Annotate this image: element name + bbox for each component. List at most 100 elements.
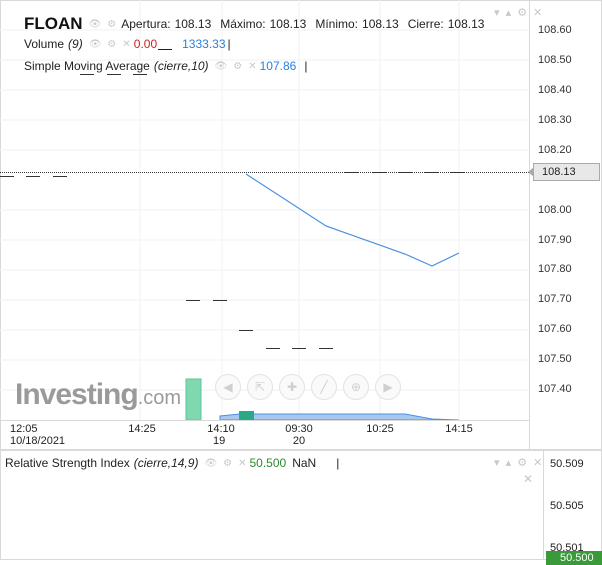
- gear-icon[interactable]: ⚙: [223, 457, 233, 469]
- close-icon[interactable]: ✕: [533, 457, 543, 469]
- price-tick-mark: [26, 176, 40, 177]
- current-price-tag: 108.13: [528, 163, 600, 181]
- close-icon[interactable]: ✕: [122, 38, 131, 50]
- time-label-top: 14:10: [207, 423, 235, 435]
- price-axis-divider: [529, 0, 530, 450]
- arrow-down-icon[interactable]: ▾: [494, 7, 500, 19]
- rsi-tick: 50.509: [550, 458, 584, 470]
- price-tick-label: 107.70: [538, 293, 572, 305]
- volume-cursor: |: [227, 37, 231, 51]
- ohlc-legend: FLOAN 👁 ⚙ Apertura: 108.13 Máximo: 108.1…: [24, 14, 484, 34]
- apertura-label: Apertura:: [121, 17, 171, 31]
- line-icon[interactable]: ╱: [311, 374, 337, 400]
- time-label: 14:10 19: [201, 423, 241, 447]
- rsi-params: (cierre,14,9): [133, 456, 199, 470]
- time-label-top: 14:25: [128, 423, 156, 435]
- price-tick-mark: [398, 172, 412, 173]
- crosshair-icon[interactable]: ✚: [279, 374, 305, 400]
- current-price-value: 108.13: [542, 166, 576, 178]
- gear-icon[interactable]: ⚙: [517, 457, 528, 469]
- price-tick-mark: [425, 172, 439, 173]
- price-tick-label: 108.20: [538, 144, 572, 156]
- price-tick-label: 107.60: [538, 323, 572, 335]
- price-tick-mark: [372, 172, 386, 173]
- time-label-bottom: 20: [292, 435, 306, 447]
- current-price-line: [0, 172, 533, 173]
- cierre-value: 108.13: [447, 17, 485, 31]
- volume-label: Volume: [24, 37, 65, 51]
- maximo-label: Máximo:: [220, 17, 266, 31]
- sma-cursor: |: [304, 59, 308, 73]
- eye-icon[interactable]: 👁: [88, 38, 102, 50]
- volume-params: (9): [68, 37, 83, 51]
- time-label: 14:25: [122, 423, 162, 435]
- price-tick-mark: [213, 300, 227, 301]
- time-label: 09:30 20: [279, 423, 319, 447]
- eye-icon[interactable]: 👁: [88, 18, 102, 30]
- eye-icon[interactable]: 👁: [204, 457, 218, 469]
- gear-icon[interactable]: ⚙: [107, 38, 117, 50]
- gear-icon[interactable]: ⚙: [233, 60, 243, 72]
- rsi-tick: 50.505: [550, 500, 584, 512]
- arrow-up-icon[interactable]: ▴: [505, 7, 512, 19]
- eye-icon[interactable]: 👁: [214, 60, 228, 72]
- time-label: 10:25: [360, 423, 400, 435]
- rsi-current-value: 50.500: [560, 552, 594, 564]
- price-tick-mark: [292, 348, 306, 349]
- price-tick-label: 108.30: [538, 114, 572, 126]
- time-label-bottom: 10/18/2021: [10, 435, 66, 447]
- close-icon[interactable]: ✕: [238, 457, 247, 469]
- sma-value: 107.86: [259, 59, 297, 73]
- time-axis-divider: [0, 420, 529, 421]
- volume-chart: [185, 378, 460, 420]
- price-tick-mark: [80, 74, 94, 75]
- volume-legend: Volume (9) 👁 ⚙ ✕ 0.00 1333.33 |: [24, 37, 231, 51]
- price-tick-label: 108.50: [538, 54, 572, 66]
- rsi-close-icon[interactable]: ✕: [523, 472, 534, 486]
- price-tick-mark: [186, 300, 200, 301]
- price-tick-mark: [319, 348, 333, 349]
- price-tick-label: 107.50: [538, 353, 572, 365]
- close-icon[interactable]: ✕: [248, 60, 257, 72]
- undo-icon[interactable]: ◀: [215, 374, 241, 400]
- price-tick-label: 108.40: [538, 84, 572, 96]
- gear-icon[interactable]: ⚙: [517, 7, 528, 19]
- price-tick-label: 108.60: [538, 24, 572, 36]
- sma-legend: Simple Moving Average (cierre,10) 👁 ⚙ ✕ …: [24, 59, 307, 73]
- volume-bar: [185, 378, 202, 420]
- sma-label: Simple Moving Average: [24, 59, 150, 73]
- arrow-down-icon[interactable]: ▾: [494, 457, 500, 469]
- volume-underline: [158, 39, 173, 50]
- rsi-cursor: |: [336, 456, 340, 470]
- price-tick-mark: [53, 176, 67, 177]
- close-icon[interactable]: ✕: [533, 7, 543, 19]
- price-tick-mark: [239, 330, 253, 331]
- price-tick-label: 107.80: [538, 263, 572, 275]
- arrow-up-icon[interactable]: ▴: [505, 457, 512, 469]
- maximo-value: 108.13: [269, 17, 307, 31]
- cursor-icon[interactable]: ⇱: [247, 374, 273, 400]
- minimo-label: Mínimo:: [315, 17, 359, 31]
- investing-watermark: Investing.com: [15, 378, 181, 412]
- gear-icon[interactable]: ⚙: [107, 18, 117, 30]
- zoom-icon[interactable]: ⊕: [343, 374, 369, 400]
- watermark-suffix: .com: [137, 387, 182, 409]
- rsi-value-nan: NaN: [292, 456, 317, 470]
- sma-line: [245, 173, 460, 267]
- price-tick-mark: [345, 172, 359, 173]
- rsi-legend: Relative Strength Index (cierre,14,9) 👁 …: [5, 456, 339, 470]
- volume-value-blue: 1333.33: [182, 37, 226, 51]
- price-tick-mark: [451, 172, 465, 173]
- rsi-label: Relative Strength Index: [5, 456, 130, 470]
- sma-line-chart: [245, 173, 460, 267]
- sma-params: (cierre,10): [153, 59, 209, 73]
- time-label-top: 09:30: [285, 423, 313, 435]
- time-label-top: 10:25: [366, 423, 394, 435]
- rsi-axis-divider: [543, 450, 544, 560]
- rsi-panel-controls: ▾ ▴ ⚙ ✕: [494, 456, 542, 469]
- volume-bar: [239, 411, 254, 420]
- symbol-title: FLOAN: [24, 14, 83, 33]
- price-tick-label: 107.90: [538, 234, 572, 246]
- forward-icon[interactable]: ▶: [375, 374, 401, 400]
- rsi-value: 50.500: [249, 456, 287, 470]
